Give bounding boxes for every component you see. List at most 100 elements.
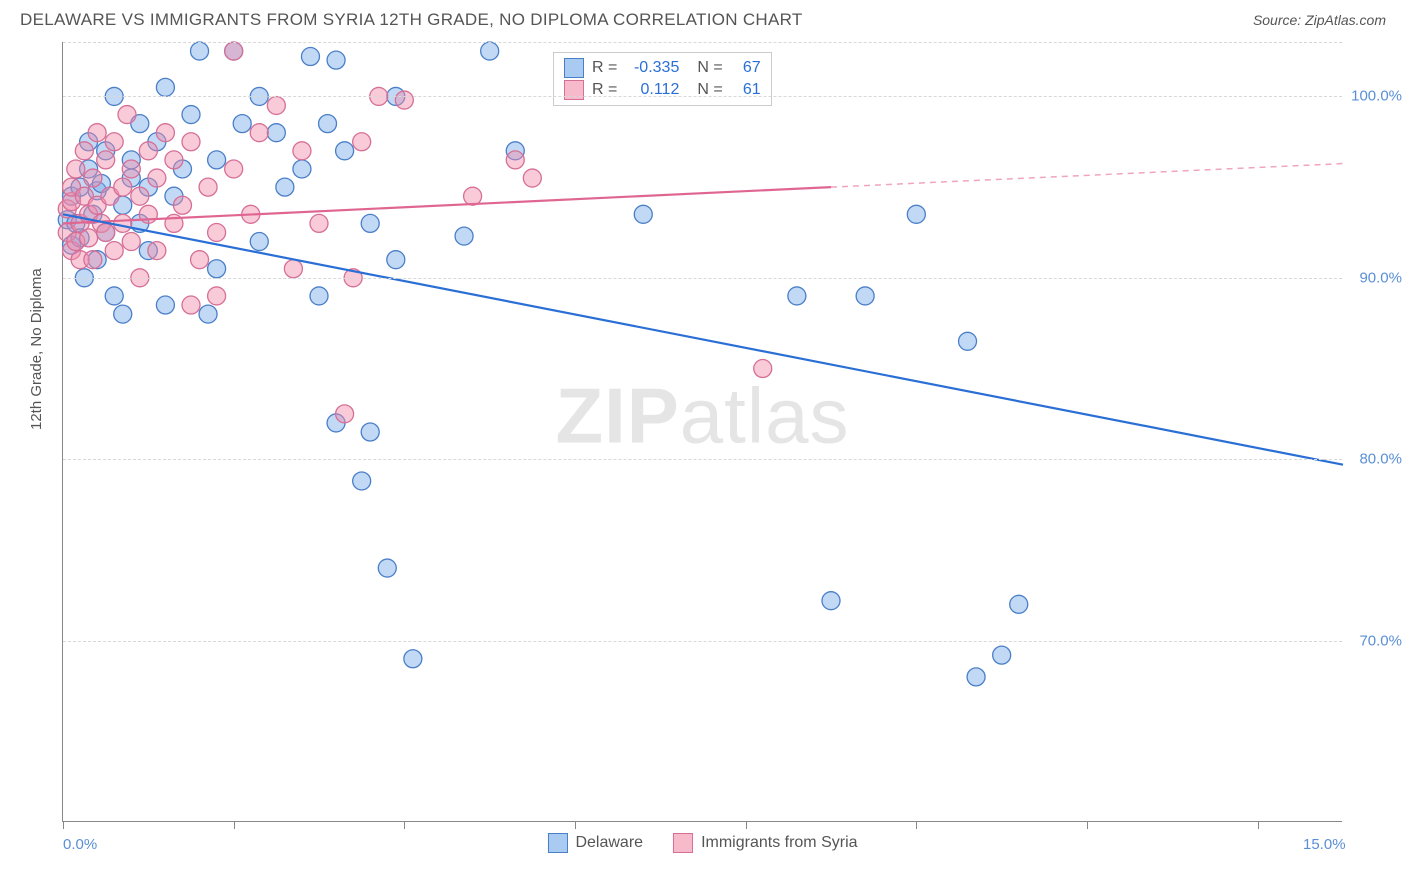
x-tick-label: 0.0% — [63, 836, 97, 853]
gridline — [63, 641, 1342, 642]
x-tick — [404, 821, 405, 829]
data-point — [105, 242, 123, 260]
gridline — [63, 42, 1342, 43]
legend-item: Delaware — [547, 833, 643, 853]
data-point — [404, 650, 422, 668]
data-point — [148, 242, 166, 260]
data-point — [634, 205, 652, 223]
data-point — [233, 115, 251, 133]
gridline — [63, 96, 1342, 97]
data-point — [165, 151, 183, 169]
data-point — [395, 91, 413, 109]
n-value: 67 — [731, 59, 761, 77]
legend-item: Immigrants from Syria — [673, 833, 857, 853]
data-point — [506, 151, 524, 169]
scatter-plot-svg — [63, 42, 1342, 821]
data-point — [156, 78, 174, 96]
data-point — [156, 296, 174, 314]
x-tick — [746, 821, 747, 829]
stats-legend-row: R =0.112N =61 — [564, 79, 761, 101]
data-point — [250, 233, 268, 251]
data-point — [114, 305, 132, 323]
data-point — [907, 205, 925, 223]
series-legend: Delaware Immigrants from Syria — [547, 833, 857, 853]
data-point — [267, 124, 285, 142]
data-point — [301, 48, 319, 66]
data-point — [208, 260, 226, 278]
data-point — [387, 251, 405, 269]
data-point — [122, 233, 140, 251]
trend-line — [831, 164, 1343, 188]
data-point — [225, 160, 243, 178]
data-point — [148, 169, 166, 187]
x-tick — [1087, 821, 1088, 829]
data-point — [967, 668, 985, 686]
x-tick — [63, 821, 64, 829]
n-label: N = — [697, 59, 722, 77]
data-point — [182, 106, 200, 124]
data-point — [481, 42, 499, 60]
stats-legend-box: R = -0.335 N = 67 R =0.112N =61 — [553, 52, 772, 106]
data-point — [464, 187, 482, 205]
data-point — [75, 142, 93, 160]
data-point — [327, 51, 345, 69]
data-point — [105, 287, 123, 305]
data-point — [353, 133, 371, 151]
data-point — [122, 160, 140, 178]
data-point — [361, 214, 379, 232]
data-point — [225, 42, 243, 60]
data-point — [293, 160, 311, 178]
data-point — [173, 196, 191, 214]
source-attribution: Source: ZipAtlas.com — [1253, 12, 1386, 28]
data-point — [191, 251, 209, 269]
data-point — [208, 151, 226, 169]
gridline — [63, 459, 1342, 460]
data-point — [88, 124, 106, 142]
data-point — [114, 178, 132, 196]
data-point — [276, 178, 294, 196]
data-point — [118, 106, 136, 124]
trend-line — [63, 214, 1343, 464]
data-point — [310, 214, 328, 232]
data-point — [754, 360, 772, 378]
data-point — [293, 142, 311, 160]
y-tick-label: 80.0% — [1359, 451, 1402, 468]
data-point — [114, 214, 132, 232]
chart-title: DELAWARE VS IMMIGRANTS FROM SYRIA 12TH G… — [20, 10, 803, 30]
data-point — [139, 142, 157, 160]
gridline — [63, 278, 1342, 279]
data-point — [353, 472, 371, 490]
data-point — [97, 223, 115, 241]
data-point — [182, 133, 200, 151]
r-value: -0.335 — [625, 59, 679, 77]
y-tick-label: 70.0% — [1359, 632, 1402, 649]
data-point — [131, 187, 149, 205]
legend-label: Delaware — [575, 834, 643, 852]
data-point — [156, 124, 174, 142]
data-point — [523, 169, 541, 187]
data-point — [199, 305, 217, 323]
data-point — [208, 287, 226, 305]
x-tick — [575, 821, 576, 829]
data-point — [856, 287, 874, 305]
r-label: R = — [592, 59, 617, 77]
data-point — [67, 160, 85, 178]
y-axis-title: 12th Grade, No Diploma — [28, 268, 45, 430]
data-point — [182, 296, 200, 314]
chart-plot-area: ZIPatlas R =-0.335N =67R =0.112N =61 Del… — [62, 42, 1342, 822]
data-point — [336, 142, 354, 160]
data-point — [208, 223, 226, 241]
data-point — [310, 287, 328, 305]
data-point — [788, 287, 806, 305]
data-point — [199, 178, 217, 196]
data-point — [959, 332, 977, 350]
legend-label: Immigrants from Syria — [701, 834, 857, 852]
chart-header: DELAWARE VS IMMIGRANTS FROM SYRIA 12TH G… — [0, 0, 1406, 36]
data-point — [319, 115, 337, 133]
data-point — [361, 423, 379, 441]
legend-swatch — [564, 58, 584, 78]
data-point — [336, 405, 354, 423]
data-point — [105, 133, 123, 151]
data-point — [267, 96, 285, 114]
data-point — [97, 151, 115, 169]
